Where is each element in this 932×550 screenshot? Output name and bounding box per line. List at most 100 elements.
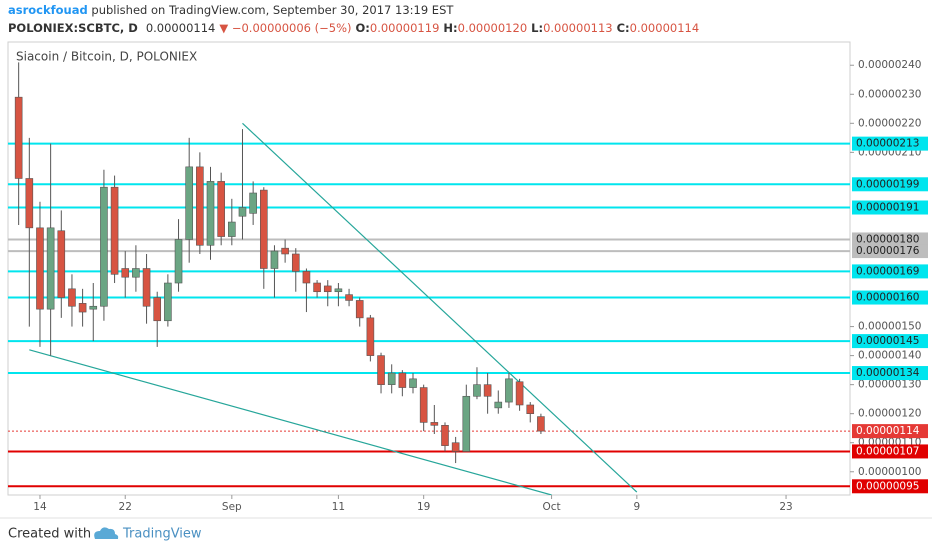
- l-label: L:: [531, 21, 543, 35]
- brand-icon[interactable]: [94, 527, 119, 539]
- change: ▼ −0.00000006 (−5%): [219, 21, 351, 35]
- y-tick-label: 0.00000230: [858, 88, 921, 100]
- candle-body: [78, 303, 87, 313]
- x-tick-label: 23: [779, 501, 792, 513]
- candle-body: [302, 271, 311, 284]
- candle-body: [473, 384, 481, 397]
- x-tick-label: 19: [417, 501, 430, 513]
- x-tick-label: 14: [33, 501, 47, 513]
- candle-body: [68, 288, 76, 307]
- y-tick-label: 0.00000150: [858, 321, 921, 333]
- y-tick-label: 0.00000240: [858, 59, 921, 71]
- candle-body: [132, 268, 140, 278]
- candle-body: [100, 186, 108, 307]
- candle-body: [217, 181, 225, 237]
- candle-body: [238, 207, 247, 217]
- level-label: 0.00000213: [856, 138, 919, 150]
- brand[interactable]: TradingView: [122, 527, 202, 542]
- level-label-box: [852, 200, 928, 215]
- author[interactable]: asrockfouad: [8, 3, 88, 17]
- high: 0.00000120: [458, 21, 528, 35]
- level-label: 0.00000145: [856, 335, 919, 347]
- candle-body: [377, 355, 385, 385]
- open: 0.00000119: [370, 21, 440, 35]
- candle-body: [153, 297, 162, 322]
- level-label: 0.00000199: [856, 178, 919, 190]
- candle-body: [451, 442, 460, 452]
- level-label-box: [852, 479, 928, 494]
- candle-body: [313, 282, 321, 293]
- level-label: 0.00000134: [856, 367, 920, 379]
- y-tick-label: 0.00000120: [858, 408, 921, 420]
- candle-body: [185, 166, 193, 240]
- candle-body: [345, 294, 353, 301]
- x-tick-label: 11: [332, 501, 345, 513]
- candle-body: [206, 181, 215, 246]
- candle-body: [249, 192, 257, 214]
- close: 0.00000114: [630, 21, 700, 35]
- y-tick-label: 0.00000130: [858, 379, 921, 391]
- candle-body: [89, 305, 98, 310]
- trend-line: [29, 349, 552, 495]
- symbol-line: POLONIEX:SCBTC, D 0.00000114 ▼ −0.00000006…: [8, 21, 699, 35]
- candle-body: [419, 387, 428, 423]
- x-tick-label: 22: [119, 501, 132, 513]
- c-label: C:: [617, 21, 630, 35]
- candle-body: [398, 372, 407, 388]
- candle-body: [270, 250, 279, 269]
- y-tick-label: 0.00000220: [858, 117, 921, 129]
- level-label-box: [852, 290, 928, 305]
- level-label: 0.00000169: [856, 265, 919, 277]
- candle-body: [57, 230, 66, 298]
- level-label: 0.00000095: [856, 480, 919, 492]
- level-label: 0.00000114: [856, 425, 920, 437]
- header-line: asrockfouad published on TradingView.com…: [8, 3, 454, 17]
- candle-body: [291, 253, 300, 272]
- trend-line: [242, 122, 638, 493]
- level-label: 0.00000180: [856, 233, 919, 245]
- candle-body: [281, 247, 289, 255]
- low: 0.00000113: [543, 21, 613, 35]
- candle-body: [25, 178, 34, 229]
- h-label: H:: [443, 21, 457, 35]
- candle-body: [259, 189, 268, 269]
- y-tick-label: 0.00000100: [858, 466, 921, 478]
- candle-body: [121, 268, 130, 278]
- candle-body: [228, 221, 236, 237]
- candle-body: [36, 227, 44, 310]
- candle-body: [494, 401, 503, 409]
- candle-body: [387, 372, 396, 385]
- chart-title: Siacoin / Bitcoin, D, POLONIEX: [16, 50, 197, 64]
- level-label: 0.00000160: [856, 292, 919, 304]
- level-label-box: [852, 444, 928, 459]
- candle-body: [515, 381, 524, 406]
- footer-text: Created with: [8, 527, 91, 542]
- x-tick-label: Sep: [222, 501, 242, 513]
- level-label-box: [852, 244, 928, 259]
- candle-body: [537, 416, 545, 432]
- level-label: 0.00000191: [856, 202, 919, 214]
- candle-body: [14, 96, 23, 179]
- level-label: 0.00000176: [856, 245, 920, 257]
- candle-body: [462, 395, 471, 452]
- candle-body: [142, 268, 151, 307]
- x-tick-label: 9: [633, 501, 640, 513]
- candle-body: [110, 186, 119, 275]
- candle-body: [196, 166, 204, 246]
- candle-body: [441, 425, 449, 446]
- published: published on TradingView.com, September …: [88, 3, 455, 17]
- candle-body: [366, 317, 375, 356]
- candle-body: [174, 239, 183, 284]
- level-label-box: [852, 136, 928, 151]
- level-label-box: [852, 264, 928, 279]
- candle-body: [323, 285, 332, 293]
- candle-body: [334, 288, 343, 293]
- x-tick-label: Oct: [542, 501, 560, 513]
- y-tick-label: 0.00000140: [858, 350, 921, 362]
- level-label-box: [852, 177, 928, 192]
- plot: [8, 62, 850, 495]
- candle-body: [164, 282, 172, 322]
- o-label: O:: [356, 21, 370, 35]
- symbol: POLONIEX:SCBTC, D: [8, 21, 138, 35]
